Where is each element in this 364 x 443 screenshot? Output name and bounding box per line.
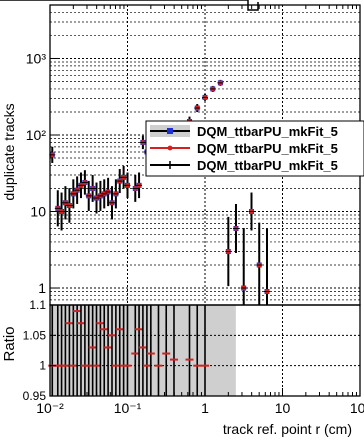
data-marks	[48, 79, 271, 396]
legend-entry-label: DQM_ttbarPU_mkFit_5	[197, 158, 338, 173]
ratio-y-tick-label: 1.1	[29, 298, 46, 312]
x-tick-label: 1	[201, 400, 209, 416]
x-tick-label: 10⁻¹	[114, 400, 142, 416]
x-tick-label: 10⁻²	[36, 400, 64, 416]
y-tick-label: 10³	[26, 50, 47, 66]
legend-marker-blue	[167, 128, 173, 134]
legend-marker-red	[167, 145, 173, 151]
y-tick-label: 10²	[26, 127, 47, 143]
ratio-y-tick-label: 1	[39, 359, 46, 373]
legend-entry-label: DQM_ttbarPU_mkFit_5	[197, 141, 338, 156]
top-y-axis-label: duplicate tracks	[1, 103, 17, 200]
y-tick-label: 10	[30, 204, 46, 220]
title-frame	[0, 0, 259, 11]
legend: DQM_ttbarPU_mkFit_5 DQM_ttbarPU_mkFit_5 DQ…	[145, 120, 364, 177]
x-tick-label: 10²	[350, 400, 364, 416]
x-axis-label: track ref. point r (cm)	[223, 421, 352, 437]
legend-entry-label: DQM_ttbarPU_mkFit_5	[197, 124, 338, 139]
y-tick-label: 1	[38, 280, 46, 296]
x-tick-label: 10	[275, 400, 291, 416]
ratio-y-tick-label: 1.05	[23, 328, 47, 342]
ratio-y-axis-label: Ratio	[1, 326, 18, 361]
ratio-y-tick-label: 0.95	[23, 389, 47, 403]
